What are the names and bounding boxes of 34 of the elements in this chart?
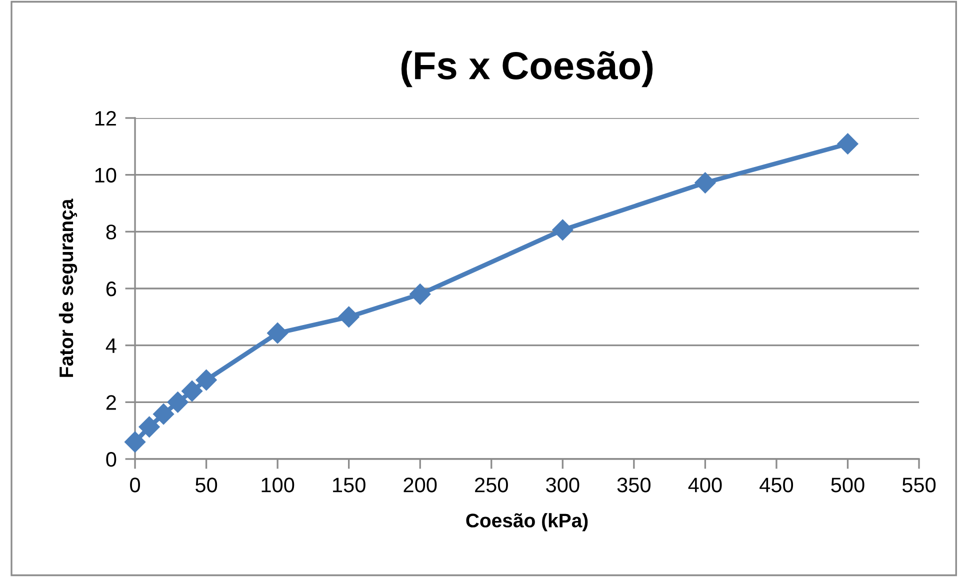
point [267, 322, 288, 344]
x-tick-label: 500 [831, 478, 864, 492]
x-tick-label: 150 [333, 478, 366, 492]
point [153, 404, 174, 425]
point [124, 431, 146, 452]
x-axis-title: Coesão (kPa) [466, 513, 588, 532]
y-tick-label: 6 [106, 282, 116, 296]
x-tick-label: 400 [688, 478, 722, 492]
point [837, 133, 858, 154]
point [410, 284, 431, 305]
y-tick-label: 8 [106, 224, 116, 240]
y-tick-label: 12 [95, 111, 116, 126]
y-tick-label: 10 [95, 168, 116, 183]
x-tick-label: 450 [760, 478, 794, 492]
x-tick-label: 0 [130, 478, 140, 492]
x-tick-label: 550 [902, 478, 936, 492]
point [694, 172, 716, 194]
y-tick-label: 4 [106, 338, 116, 353]
y-axis-title: Fator de segurança [58, 198, 78, 377]
point [338, 306, 360, 328]
point [182, 380, 203, 402]
x-tick-label: 50 [196, 478, 218, 492]
chart-title: (Fs x Coesão) [401, 50, 653, 88]
x-tick-label: 200 [404, 478, 437, 492]
x-tick-label: 300 [546, 478, 580, 492]
x-tick-label: 100 [262, 478, 294, 492]
x-tick-label: 250 [475, 478, 508, 492]
y-tick-label: 2 [106, 395, 116, 410]
x-tick-label: 350 [617, 478, 650, 492]
point [196, 369, 217, 391]
point [138, 416, 160, 438]
y-tick-label: 0 [106, 452, 116, 467]
point [167, 392, 188, 413]
point [552, 219, 574, 240]
